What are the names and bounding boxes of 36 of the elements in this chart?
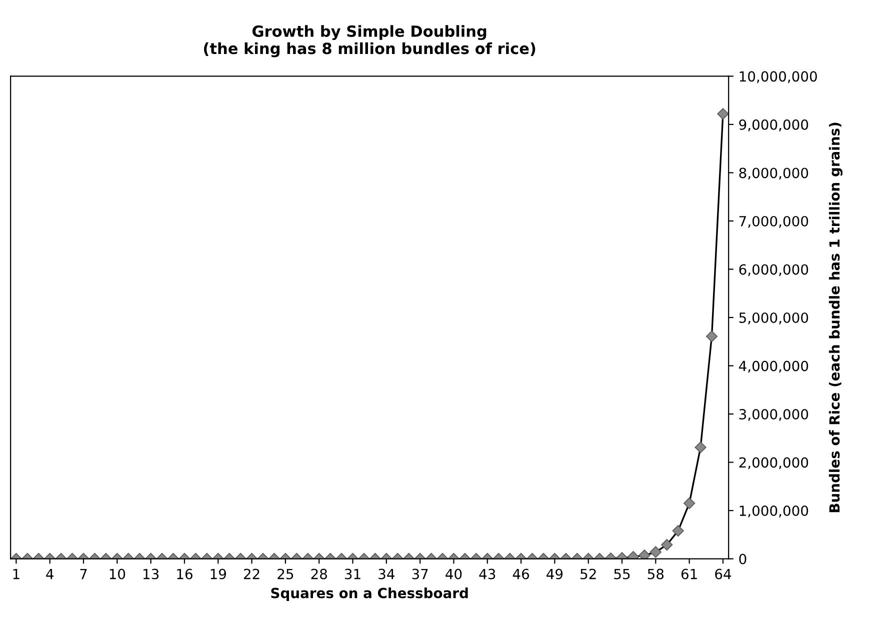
y-axis-title: Bundles of Rice (each bundle has 1 trillion grains) — [828, 122, 842, 512]
y-tick-label: 7,000,000 — [739, 216, 808, 228]
x-tick-label: 58 — [648, 568, 664, 580]
y-tick-label: 6,000,000 — [739, 264, 808, 276]
y-tick-label: 4,000,000 — [738, 360, 808, 373]
x-tick-label: 64 — [715, 568, 732, 580]
y-tick-label: 10,000,000 — [740, 71, 817, 84]
x-tick-label: 34 — [378, 568, 394, 580]
x-tick-label: 46 — [512, 568, 529, 580]
x-tick-label: 28 — [311, 568, 327, 580]
chart-title: Growth by Simple Doubling (the king has 8 million bundles of rice) — [204, 25, 536, 58]
x-tick-label: 1 — [13, 568, 20, 580]
x-tick-label: 52 — [580, 568, 596, 580]
y-tick-label: 8,000,000 — [739, 168, 808, 180]
y-tick-label: 2,000,000 — [739, 457, 808, 470]
x-tick-label: 7 — [80, 568, 87, 580]
y-tick-label: 5,000,000 — [739, 312, 808, 324]
x-tick-label: 13 — [144, 568, 159, 580]
x-tick-label: 25 — [278, 568, 294, 580]
x-tick-label: 55 — [614, 568, 630, 580]
x-axis-title: Squares on a Chessboard — [271, 588, 468, 601]
y-tick-label: 1,000,000 — [740, 506, 808, 518]
x-tick-label: 16 — [177, 568, 192, 580]
y-tick-label: 9,000,000 — [739, 119, 808, 132]
y-tick-label: 0 — [739, 554, 746, 564]
x-tick-label: 49 — [546, 568, 563, 580]
y-tick-label: 3,000,000 — [739, 408, 808, 421]
x-tick-label: 40 — [446, 568, 462, 580]
x-tick-label: 19 — [210, 568, 226, 580]
x-tick-label: 4 — [46, 568, 54, 580]
x-tick-label: 43 — [479, 568, 496, 580]
x-tick-label: 37 — [412, 568, 428, 580]
x-tick-label: 22 — [244, 568, 260, 580]
x-tick-label: 61 — [681, 568, 697, 580]
x-tick-label: 31 — [344, 568, 360, 580]
x-tick-label: 10 — [110, 568, 126, 580]
